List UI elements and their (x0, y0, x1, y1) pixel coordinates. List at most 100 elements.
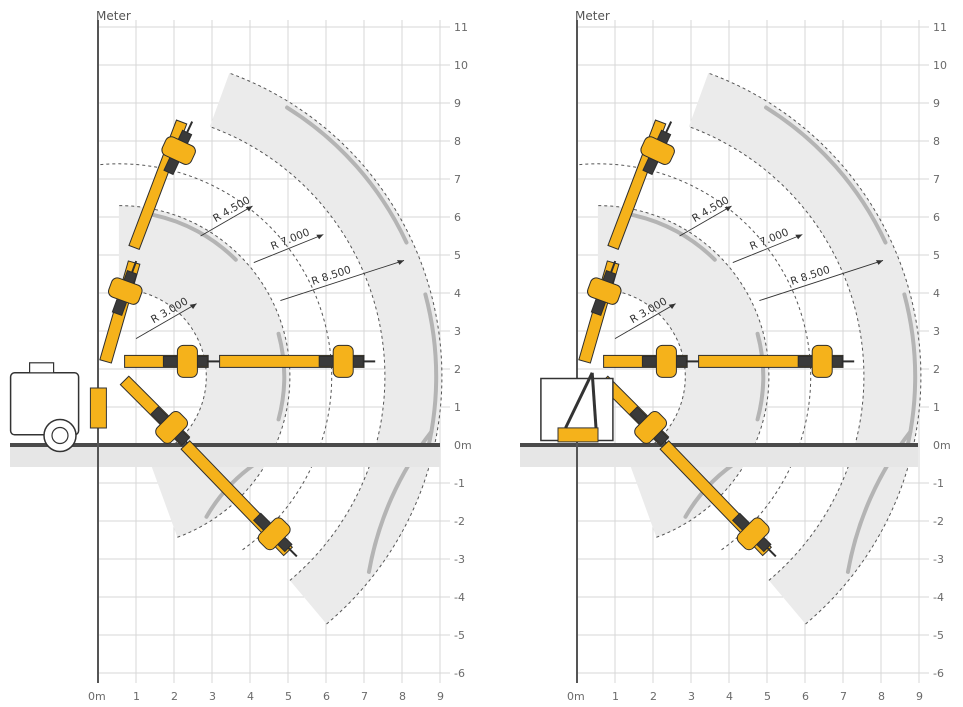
breaker-housing (587, 277, 622, 305)
breaker-down-long (732, 512, 777, 558)
y-tick-label: 8 (933, 135, 940, 148)
radius-indicator-line (679, 205, 732, 237)
y-tick-label: -1 (933, 477, 944, 490)
breaker-down-long (253, 512, 298, 558)
reach-zone (688, 73, 921, 625)
reach-outline-outer (708, 72, 922, 625)
breaker-housing (811, 344, 833, 378)
x-tick-label: 8 (399, 690, 406, 703)
y-tick-label: 1 (933, 401, 940, 414)
x-tick-label: 9 (916, 690, 923, 703)
radius-label: R 7.000 (269, 226, 311, 252)
wheel-hub (51, 426, 69, 445)
breaker-housing (634, 411, 668, 444)
breaker-upper-low (108, 260, 143, 317)
y-tick-label: 3 (454, 325, 461, 338)
reach-zone-accent (630, 212, 717, 262)
unit-label: Meter (575, 9, 610, 23)
breaker-chisel (610, 260, 617, 273)
breaker-housing (108, 277, 143, 305)
y-tick-label: 11 (454, 21, 468, 34)
y-tick-label: -4 (933, 591, 944, 604)
x-tick-label: 1 (133, 690, 140, 703)
breaker-upper-high (161, 121, 196, 176)
breaker-housing (257, 517, 291, 551)
y-tick-label: 0m (454, 439, 472, 452)
y-tick-label: 4 (454, 287, 461, 300)
x-tick-label: 0m (88, 690, 106, 703)
radius-indicator-line (253, 234, 324, 264)
y-tick-label: 2 (454, 363, 461, 376)
radius-indicator-line (280, 259, 405, 302)
breaker-horizontal-short (162, 344, 220, 378)
reach-outline-inner (209, 126, 386, 581)
reach-zone-accent (151, 212, 238, 262)
breaker-horizontal-short (641, 344, 699, 378)
radius-arrow-icon (396, 260, 405, 265)
y-tick-label: 0m (933, 439, 951, 452)
breaker-chisel (131, 260, 138, 273)
y-tick-label: 8 (454, 135, 461, 148)
x-tick-label: 4 (247, 690, 254, 703)
breaker-chisel (186, 121, 194, 133)
breaker-horizontal-long (797, 344, 855, 378)
y-tick-label: 10 (454, 59, 468, 72)
reach-outline-outer (229, 72, 443, 625)
x-tick-label: 4 (726, 690, 733, 703)
breaker-chisel (665, 121, 673, 133)
y-tick-label: -2 (454, 515, 465, 528)
track-unit (557, 427, 599, 443)
y-tick-label: -1 (454, 477, 465, 490)
y-tick-label: -4 (454, 591, 465, 604)
y-tick-label: -5 (454, 629, 465, 642)
unit-label: Meter (96, 9, 131, 23)
y-tick-label: 11 (933, 21, 947, 34)
radius-indicator-line (200, 205, 253, 237)
x-tick-label: 5 (764, 690, 771, 703)
y-tick-label: 6 (454, 211, 461, 224)
y-tick-label: 3 (933, 325, 940, 338)
breaker-upper-high (640, 121, 675, 176)
exhaust-stack (29, 362, 55, 374)
reach-zone-accent (276, 331, 287, 422)
x-tick-label: 6 (323, 690, 330, 703)
reach-outline-mid (579, 163, 812, 552)
reach-zone-accent (902, 292, 918, 461)
breaker-down-short (629, 406, 674, 451)
y-tick-label: -2 (933, 515, 944, 528)
x-tick-label: 5 (285, 690, 292, 703)
reach-zone-accent (285, 105, 409, 245)
radius-indicator-line (759, 259, 884, 302)
y-tick-label: -3 (933, 553, 944, 566)
x-tick-label: 0m (567, 690, 585, 703)
y-tick-label: 1 (454, 401, 461, 414)
breaker-horizontal-long (318, 344, 376, 378)
radius-arrow-icon (795, 234, 803, 240)
radius-indicator-line (614, 303, 676, 339)
radius-indicator-line (732, 234, 803, 264)
reach-zone-accent (764, 105, 888, 245)
ground-band (520, 447, 918, 467)
radius-arrow-icon (245, 205, 253, 212)
reach-zone-accent (423, 292, 439, 461)
x-tick-label: 6 (802, 690, 809, 703)
mast-right (590, 372, 598, 429)
breaker-housing (640, 136, 675, 165)
frame-carrier (540, 372, 614, 443)
reach-zone-accent (755, 331, 766, 422)
breaker-housing (155, 411, 189, 444)
radius-arrow-icon (668, 303, 676, 309)
breaker-housing (332, 344, 354, 378)
x-tick-label: 3 (688, 690, 695, 703)
reach-outline-inner (688, 126, 865, 581)
mast-left (564, 372, 594, 429)
y-tick-label: 5 (454, 249, 461, 262)
y-tick-label: 6 (933, 211, 940, 224)
breaker-housing (161, 136, 196, 165)
breaker-chisel (287, 547, 298, 558)
x-tick-label: 9 (437, 690, 444, 703)
x-tick-label: 1 (612, 690, 619, 703)
